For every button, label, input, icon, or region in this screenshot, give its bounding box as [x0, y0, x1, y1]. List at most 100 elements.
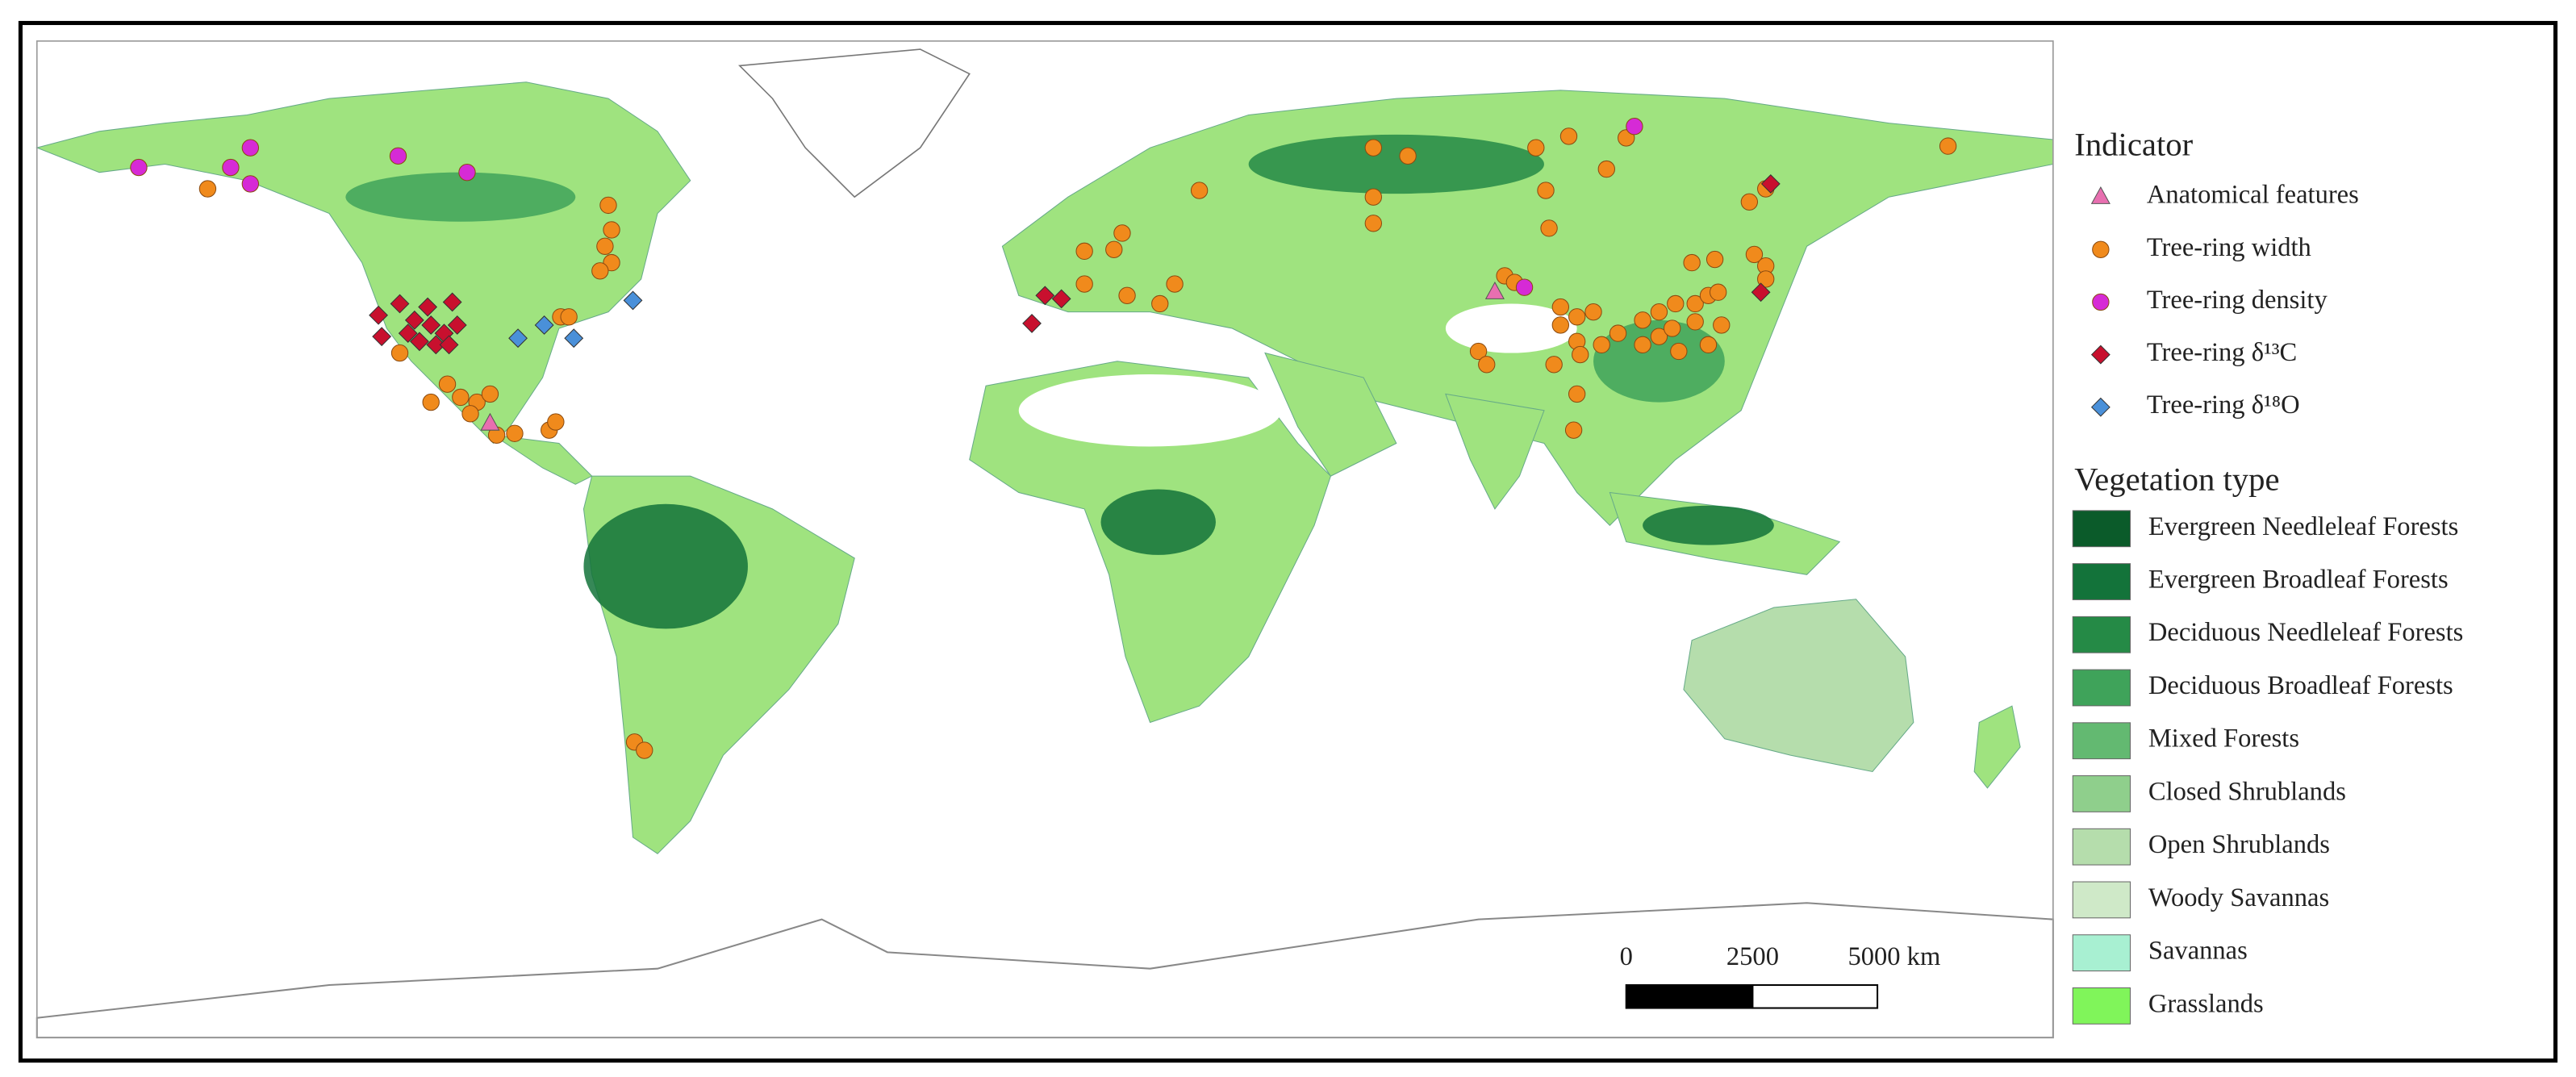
legend-label: Deciduous Needleleaf Forests — [2148, 618, 2463, 647]
legend-label: Anatomical features — [2147, 181, 2359, 210]
site-marker — [1939, 137, 1957, 155]
site-marker — [439, 335, 459, 355]
site-marker — [603, 221, 620, 239]
site-marker — [1399, 147, 1417, 165]
legend-label: Deciduous Broadleaf Forests — [2148, 671, 2453, 700]
legend-title: Indicator — [2074, 126, 2193, 162]
site-marker — [508, 328, 528, 349]
site-marker — [410, 332, 429, 352]
site-marker — [1364, 188, 1383, 206]
site-marker — [1568, 385, 1586, 403]
site-marker — [1650, 303, 1668, 321]
site-marker — [1105, 240, 1123, 259]
site-marker — [1713, 316, 1731, 334]
site-marker — [1113, 224, 1131, 242]
legend-swatch — [2072, 881, 2131, 919]
forest-patches — [345, 134, 1774, 629]
site-marker — [1118, 286, 1136, 304]
site-marker — [1364, 215, 1383, 232]
legend-title: Vegetation type — [2074, 461, 2279, 498]
site-marker — [442, 292, 462, 312]
legend-marker — [2092, 293, 2110, 311]
scale-label: 0 — [1620, 942, 1633, 971]
site-marker — [1572, 345, 1589, 364]
site-marker — [1469, 342, 1488, 361]
legend-label: Tree-ring δ¹⁸O — [2147, 390, 2300, 420]
site-marker — [1683, 253, 1701, 272]
sahara — [1018, 374, 1282, 447]
site-marker — [222, 158, 240, 177]
boreal-forest — [1248, 134, 1544, 194]
new-zealand — [1973, 705, 2021, 789]
australia — [1683, 599, 1914, 773]
site-marker — [1564, 421, 1583, 439]
site-marker — [1664, 319, 1681, 337]
site-marker — [1022, 313, 1042, 333]
site-marker — [1537, 182, 1555, 199]
site-marker — [534, 315, 554, 335]
scale-bar: 0 2500 5000 km — [1620, 942, 1940, 1009]
legend-label: Evergreen Needleleaf Forests — [2148, 512, 2458, 541]
site-marker — [1075, 242, 1093, 261]
site-marker — [372, 327, 392, 347]
congo-forest — [1100, 489, 1216, 555]
scale-segment — [1625, 984, 1754, 1009]
site-marker — [1559, 127, 1578, 145]
site-marker — [1634, 311, 1651, 329]
north-america — [35, 81, 691, 445]
site-marker — [1151, 294, 1169, 313]
legend-swatch — [2072, 775, 2131, 812]
site-marker — [389, 147, 407, 165]
site-marker — [1075, 275, 1093, 293]
site-marker — [1166, 275, 1184, 293]
scale-label: 2500 — [1726, 942, 1779, 971]
greenland — [737, 48, 971, 198]
legend-label: Tree-ring width — [2147, 233, 2311, 262]
site-marker — [1527, 139, 1545, 157]
site-marker — [1364, 139, 1383, 157]
legend-label: Closed Shrublands — [2148, 777, 2346, 806]
site-marker — [422, 393, 440, 411]
site-marker — [591, 262, 609, 280]
site-marker — [480, 412, 500, 431]
site-marker — [390, 344, 409, 362]
site-marker — [1686, 294, 1704, 313]
site-marker — [1597, 160, 1615, 178]
site-marker — [404, 310, 424, 330]
scale-segment — [1751, 984, 1879, 1009]
site-marker — [438, 375, 457, 393]
legend-marker — [2090, 397, 2110, 417]
site-marker — [1484, 281, 1505, 299]
site-marker — [1593, 336, 1610, 354]
canada-forest — [345, 172, 576, 222]
site-marker — [1650, 328, 1668, 345]
legend-swatch — [2072, 616, 2131, 653]
site-marker — [426, 335, 446, 355]
site-marker — [596, 237, 614, 255]
legend-swatch — [2072, 563, 2131, 600]
site-marker — [560, 308, 578, 326]
legend-marker — [2092, 240, 2110, 259]
legend-label: Mixed Forests — [2148, 724, 2299, 753]
site-marker — [1584, 303, 1602, 321]
site-marker — [1515, 278, 1534, 296]
india — [1445, 393, 1545, 510]
site-marker — [1740, 193, 1759, 211]
china-forest — [1593, 319, 1725, 403]
site-marker — [398, 324, 418, 344]
site-marker — [1609, 324, 1627, 342]
central-america — [493, 434, 593, 485]
site-marker — [241, 139, 260, 157]
site-marker — [421, 315, 441, 335]
site-marker — [1634, 336, 1651, 354]
site-marker — [1686, 313, 1704, 331]
site-marker — [1551, 298, 1570, 316]
legend-label: Open Shrublands — [2148, 830, 2330, 859]
legend-marker — [2090, 344, 2110, 365]
site-marker — [1478, 356, 1496, 374]
indonesia-forest — [1643, 505, 1774, 545]
legend-swatch — [2072, 934, 2131, 972]
site-marker — [1699, 336, 1718, 354]
